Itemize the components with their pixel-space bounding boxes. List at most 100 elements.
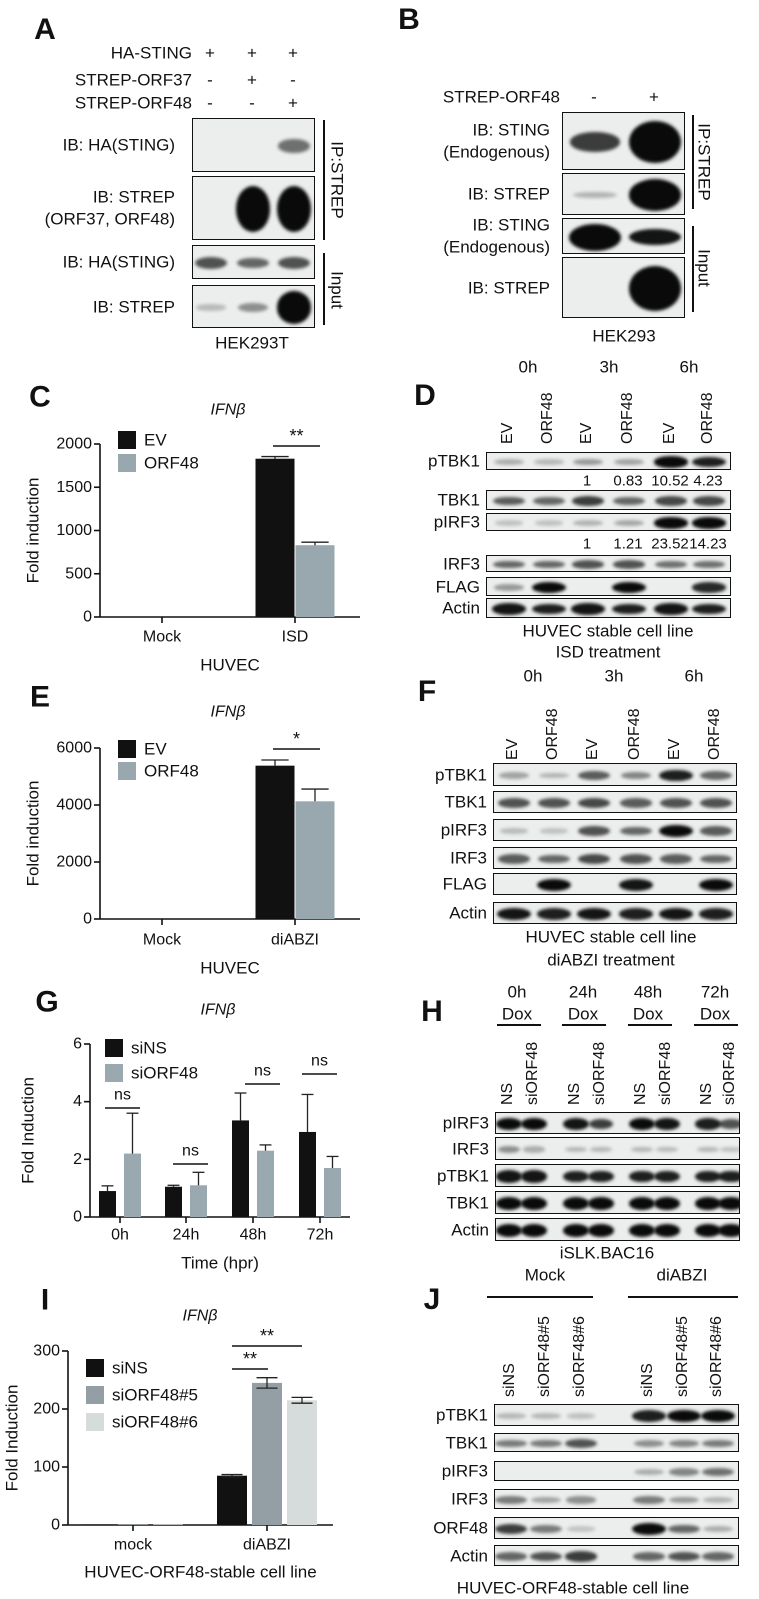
x-tick-label: 72h (307, 1227, 334, 1244)
band (628, 120, 682, 164)
lane-label: siORF48 (657, 1041, 674, 1105)
band (668, 1524, 700, 1534)
band (276, 185, 312, 233)
condition-label: STREP-ORF48 (74, 93, 192, 113)
bar (287, 1400, 317, 1525)
band (653, 603, 689, 615)
x-tick-label: diABZI (271, 932, 319, 949)
bar (257, 1150, 274, 1217)
significance-label: ** (243, 1349, 257, 1369)
band (668, 1468, 700, 1476)
y-tick-label: 2 (73, 1151, 82, 1168)
band (493, 584, 525, 591)
quantification-value: 4.23 (693, 472, 723, 490)
band (521, 1197, 547, 1210)
band (659, 908, 693, 920)
significance-label: * (293, 729, 300, 749)
band (718, 1224, 739, 1237)
band (702, 1439, 734, 1448)
timepoint-label: 3h (604, 666, 624, 686)
blot-row-label: IB: STREP (92, 187, 175, 207)
y-axis-label: Fold induction (24, 478, 43, 584)
y-tick-label: 2000 (56, 854, 92, 871)
lane-label: siORF48#5 (536, 1316, 553, 1397)
y-axis-label: Fold induction (24, 781, 43, 887)
band (578, 770, 610, 781)
band (629, 1170, 655, 1183)
band (571, 560, 605, 569)
blot-row-label: (ORF37, ORF48) (44, 209, 175, 229)
band (700, 1409, 736, 1423)
legend-swatch (118, 454, 136, 472)
blot-tbk1 (494, 1433, 739, 1452)
band (692, 582, 726, 593)
band (588, 1170, 614, 1183)
band (493, 560, 525, 569)
timepoint-label: 6h (679, 357, 699, 377)
y-tick-label: 500 (65, 565, 92, 582)
lane-label: siORF48#6 (571, 1316, 588, 1397)
blot-row-label: FLAG (435, 577, 480, 596)
band (563, 1224, 589, 1237)
blot-row-label: IB: STING (472, 120, 550, 140)
band (521, 1117, 547, 1131)
blot-actin (486, 598, 731, 618)
y-tick-label: 4000 (56, 797, 92, 814)
bar (165, 1186, 182, 1217)
band (521, 1224, 547, 1237)
legend-label: siNS (112, 1359, 148, 1378)
band (570, 132, 620, 152)
band (531, 1496, 561, 1504)
band (619, 879, 653, 891)
x-tick-label: ISD (282, 629, 309, 646)
band (577, 908, 611, 920)
band (577, 853, 611, 864)
band (571, 496, 605, 506)
group-label-ip: IP:STREP (327, 141, 347, 219)
cell-line-label: HEK293 (592, 326, 656, 346)
blot-pirf3 (493, 819, 737, 841)
x-axis-label: HUVEC (200, 959, 260, 978)
lane-label: siORF48 (591, 1041, 608, 1105)
y-tick-label: 100 (33, 1459, 60, 1476)
x-tick-label: Mock (143, 629, 182, 646)
blot-row-label: Actin (449, 903, 487, 923)
band (668, 1439, 700, 1448)
band (194, 256, 228, 270)
band (563, 1197, 589, 1210)
legend-label: EV (144, 431, 167, 450)
band (628, 266, 682, 311)
band (633, 1496, 665, 1504)
bar (252, 1382, 282, 1525)
legend-swatch (118, 740, 136, 758)
x-axis-label: HUVEC (200, 656, 260, 675)
band (521, 1170, 547, 1183)
y-tick-label: 6 (73, 1036, 82, 1053)
blot-row-label: pTBK1 (436, 1405, 488, 1425)
blot-ptbk1 (493, 763, 737, 786)
panel-label-b: B (398, 3, 420, 36)
band (620, 826, 652, 836)
blot-row-label: pIRF3 (442, 1113, 489, 1133)
y-axis-label: Fold Induction (19, 1077, 38, 1184)
blot-irf3 (486, 555, 731, 572)
bar (217, 1475, 247, 1525)
bar (232, 1120, 249, 1217)
y-axis-label: Fold Induction (3, 1385, 22, 1492)
blot-row-label: IB: HA(STING) (62, 252, 175, 272)
dox-label: Dox (567, 1004, 599, 1024)
blot-flag (486, 577, 731, 596)
bar (255, 765, 295, 919)
band (634, 1468, 664, 1476)
legend-label: ORF48 (144, 454, 199, 473)
band (493, 496, 525, 506)
bar (83, 1524, 113, 1525)
blot-row-label: IB: HA(STING) (62, 135, 175, 155)
band (565, 1496, 597, 1504)
blot-ib-strep (192, 285, 315, 328)
band (659, 798, 693, 808)
significance-label: ns (254, 1063, 271, 1080)
band (590, 1146, 612, 1153)
band (611, 581, 647, 594)
